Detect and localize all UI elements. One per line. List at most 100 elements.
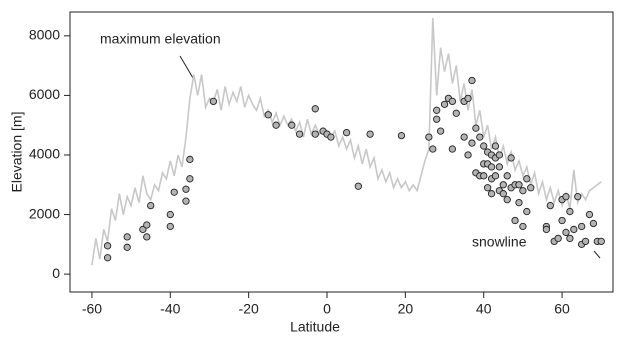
point xyxy=(440,100,449,108)
point xyxy=(562,228,570,237)
point xyxy=(433,115,441,123)
elevation-line xyxy=(91,17,602,266)
point xyxy=(448,145,457,153)
point xyxy=(143,221,151,229)
point xyxy=(476,133,484,141)
point xyxy=(139,225,147,234)
point xyxy=(515,181,523,189)
point xyxy=(468,139,476,147)
point xyxy=(589,219,598,228)
point xyxy=(562,193,570,201)
x-tick-label: 60 xyxy=(554,301,570,317)
point xyxy=(480,172,488,180)
point xyxy=(574,193,582,201)
point xyxy=(515,198,523,207)
x-tick-label: 20 xyxy=(398,301,414,317)
x-axis-label: Latitude xyxy=(290,319,340,335)
point xyxy=(578,222,586,231)
point xyxy=(170,188,178,196)
point xyxy=(425,133,433,141)
point xyxy=(542,225,551,234)
point xyxy=(182,197,190,205)
point xyxy=(499,190,507,198)
point xyxy=(581,237,590,246)
x-tick-label: 0 xyxy=(323,301,331,317)
point xyxy=(327,133,335,141)
point xyxy=(491,142,500,150)
point xyxy=(436,127,445,135)
point xyxy=(103,242,112,250)
point xyxy=(464,94,472,103)
point xyxy=(311,130,319,138)
point xyxy=(566,234,574,243)
point xyxy=(558,216,566,225)
point xyxy=(523,175,531,183)
x-tick-label: -40 xyxy=(160,301,180,317)
y-tick-label: 6000 xyxy=(29,86,60,102)
x-tick-label: -60 xyxy=(82,301,102,317)
point xyxy=(527,184,535,192)
point xyxy=(585,210,594,219)
point xyxy=(147,201,155,210)
y-axis-label: Elevation [m] xyxy=(9,112,25,193)
point xyxy=(491,172,500,180)
point xyxy=(166,210,174,219)
y-tick-label: 8000 xyxy=(29,27,60,43)
point xyxy=(495,151,504,159)
y-tick-label: 0 xyxy=(52,265,60,281)
point xyxy=(186,155,194,164)
point xyxy=(366,130,374,138)
plot-frame xyxy=(69,11,614,293)
point xyxy=(597,237,605,246)
point xyxy=(354,182,362,190)
point xyxy=(511,216,519,225)
point xyxy=(519,222,527,231)
point xyxy=(452,109,460,117)
y-tick-label: 2000 xyxy=(29,205,60,221)
point xyxy=(311,105,319,113)
point xyxy=(566,207,574,216)
point xyxy=(487,190,496,198)
point xyxy=(519,187,527,195)
point xyxy=(503,196,511,204)
annotation-pointer xyxy=(179,55,194,79)
point xyxy=(554,234,562,243)
point xyxy=(507,154,515,162)
annotation: snowline xyxy=(472,234,527,250)
point xyxy=(264,111,272,119)
point xyxy=(342,128,351,137)
point xyxy=(186,175,194,183)
point xyxy=(433,106,441,114)
point xyxy=(499,181,507,189)
point xyxy=(464,151,472,159)
point xyxy=(166,222,174,231)
point xyxy=(480,142,488,150)
point xyxy=(295,130,304,138)
point xyxy=(288,121,296,129)
point xyxy=(123,243,131,251)
point xyxy=(472,124,480,132)
point xyxy=(546,201,554,210)
x-tick-label: 40 xyxy=(476,301,492,317)
point xyxy=(483,184,492,192)
y-tick-label: 4000 xyxy=(29,146,60,162)
point xyxy=(523,207,531,216)
point xyxy=(182,185,190,193)
point xyxy=(143,233,151,241)
point xyxy=(495,163,504,171)
point xyxy=(123,233,131,241)
point xyxy=(429,145,437,153)
point xyxy=(503,172,511,180)
point xyxy=(570,225,578,234)
point xyxy=(448,97,457,106)
point xyxy=(397,131,406,140)
point xyxy=(460,133,468,141)
point xyxy=(468,76,476,85)
point xyxy=(103,254,112,262)
point xyxy=(487,163,496,171)
x-tick-label: -20 xyxy=(239,301,259,317)
point xyxy=(209,97,218,106)
annotation-pointer xyxy=(593,250,601,259)
